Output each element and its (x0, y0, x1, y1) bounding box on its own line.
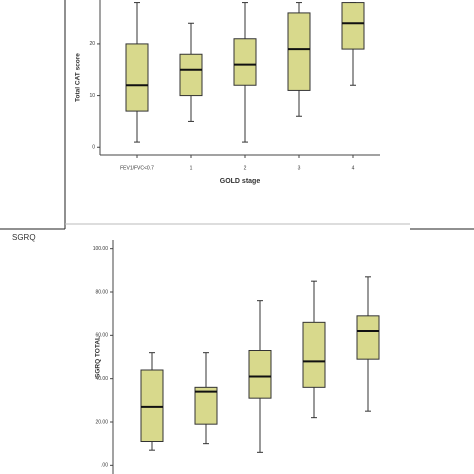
y-tick-label: 60.00 (95, 333, 108, 339)
y-tick-label: 80.00 (95, 289, 108, 295)
x-tick-label: FEV1/FVC<0.7 (120, 165, 154, 171)
section-title: SGRQ (12, 233, 36, 242)
box (233, 38, 257, 86)
x-tick-label: 4 (352, 165, 355, 171)
box (179, 53, 203, 97)
y-tick-label: .00 (101, 463, 108, 469)
y-tick-label: 100.00 (93, 246, 109, 252)
box (140, 369, 164, 442)
box (302, 321, 326, 388)
box (194, 386, 218, 425)
y-tick-label: 20.00 (95, 419, 108, 425)
y-tick-label: 0 (92, 145, 95, 151)
x-tick-label: 1 (190, 165, 193, 171)
box (287, 12, 311, 91)
x-tick-label: 3 (298, 165, 301, 171)
box (248, 350, 272, 399)
x-axis-label: GOLD stage (220, 178, 261, 185)
box (356, 315, 380, 360)
x-tick-label: 2 (244, 165, 247, 171)
box (341, 2, 365, 50)
y-axis-label: SGRQ TOTAL (95, 336, 102, 378)
y-tick-label: 40.00 (95, 376, 108, 382)
y-axis-label: Total CAT score (75, 53, 82, 102)
box (125, 43, 149, 112)
y-tick-label: 10 (89, 93, 95, 99)
y-tick-label: 20 (89, 41, 95, 47)
